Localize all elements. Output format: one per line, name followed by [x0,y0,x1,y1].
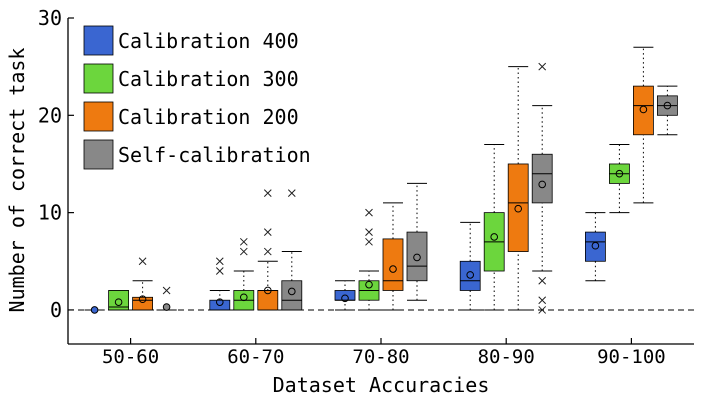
x-tick-label: 60-70 [227,346,284,368]
iqr-box [633,85,654,136]
box-3-5 [633,46,654,204]
mean-marker [240,293,248,302]
iqr-box [531,153,553,204]
outlier-marker [287,189,296,198]
box-4-1 [156,286,177,311]
outlier-marker [538,296,547,305]
mean-marker [615,169,624,178]
iqr-box [459,260,481,291]
x-tick-label: 80-90 [478,346,535,368]
x-axis-label: Dataset Accuracies [273,373,490,397]
y-tick-label: 30 [38,6,62,30]
mean-marker [114,298,123,306]
outlier-marker [263,189,272,198]
outlier-marker [138,257,147,266]
box-1-2 [209,257,231,311]
outlier-marker [239,247,248,256]
mean-marker [216,298,224,306]
box-1-4 [459,221,481,311]
y-tick-label: 10 [38,201,62,225]
outlier-marker [263,228,272,236]
outlier-marker [162,286,171,295]
box-1-1 [84,306,105,314]
box-2-5 [609,144,630,214]
legend: Calibration 400 Calibration 300 Calibratio… [83,25,311,170]
mean-marker [663,101,672,110]
outlier-marker [538,62,547,71]
legend-label: Calibration 400 [118,29,299,53]
box-1-5 [585,212,606,282]
y-axis-label: Number of correct task [5,48,29,313]
box-1-3 [334,280,356,311]
mean-marker [639,105,648,114]
box-3-1 [132,257,154,311]
iqr-box [108,290,129,311]
mean-marker [365,280,373,289]
outlier-marker [365,208,373,217]
box-4-5 [657,85,678,136]
mean-marker [90,306,99,314]
box-3-2 [257,189,279,311]
iqr-box [507,163,529,252]
mean-marker [538,180,547,189]
legend-label: Self-calibration [118,143,311,167]
outlier-marker [538,306,547,314]
iqr-box [132,296,154,311]
mean-marker [466,271,475,279]
mean-marker [389,265,397,273]
legend-label: Calibration 300 [118,67,299,91]
y-tick-label: 0 [50,298,62,322]
box-2-1 [108,289,129,311]
outlier-marker [365,228,373,236]
box-4-3 [406,182,428,301]
box-series-layer [84,46,678,314]
box-4-2 [281,189,303,311]
box-2-2 [233,237,255,311]
x-tick-label: 90-100 [597,346,666,368]
mean-marker [490,233,499,241]
mean-marker [162,303,171,311]
mean-marker [341,294,349,303]
outlier-marker [365,237,373,246]
x-tick-label: 70-80 [352,346,409,368]
legend-label: Calibration 200 [118,105,299,129]
mean-marker [288,287,296,296]
outlier-marker [263,247,272,256]
box-4-4 [531,62,553,314]
outlier-marker [239,237,248,246]
mean-marker [264,286,272,295]
mean-marker [591,241,600,250]
iqr-box [585,231,606,262]
legend-swatch [83,139,114,170]
iqr-box [382,238,404,291]
y-tick-label: 20 [38,103,62,127]
axes: 0 10 20 30 50-60 60-70 70-80 80-90 90-100 [38,6,694,368]
box-2-4 [483,144,505,311]
mean-marker [514,204,523,213]
mean-marker [138,295,147,304]
box-2-3 [358,208,380,311]
outlier-marker [215,267,224,275]
x-tick-label: 50-60 [102,346,159,368]
mean-marker [413,253,421,262]
iqr-box [281,280,303,311]
box-3-4 [507,66,529,311]
outlier-marker [215,257,224,266]
legend-swatch [83,25,114,56]
outlier-marker [538,276,547,285]
box-3-3 [382,202,404,311]
iqr-box [406,231,428,282]
legend-swatch [83,63,114,94]
legend-swatch [83,101,114,132]
